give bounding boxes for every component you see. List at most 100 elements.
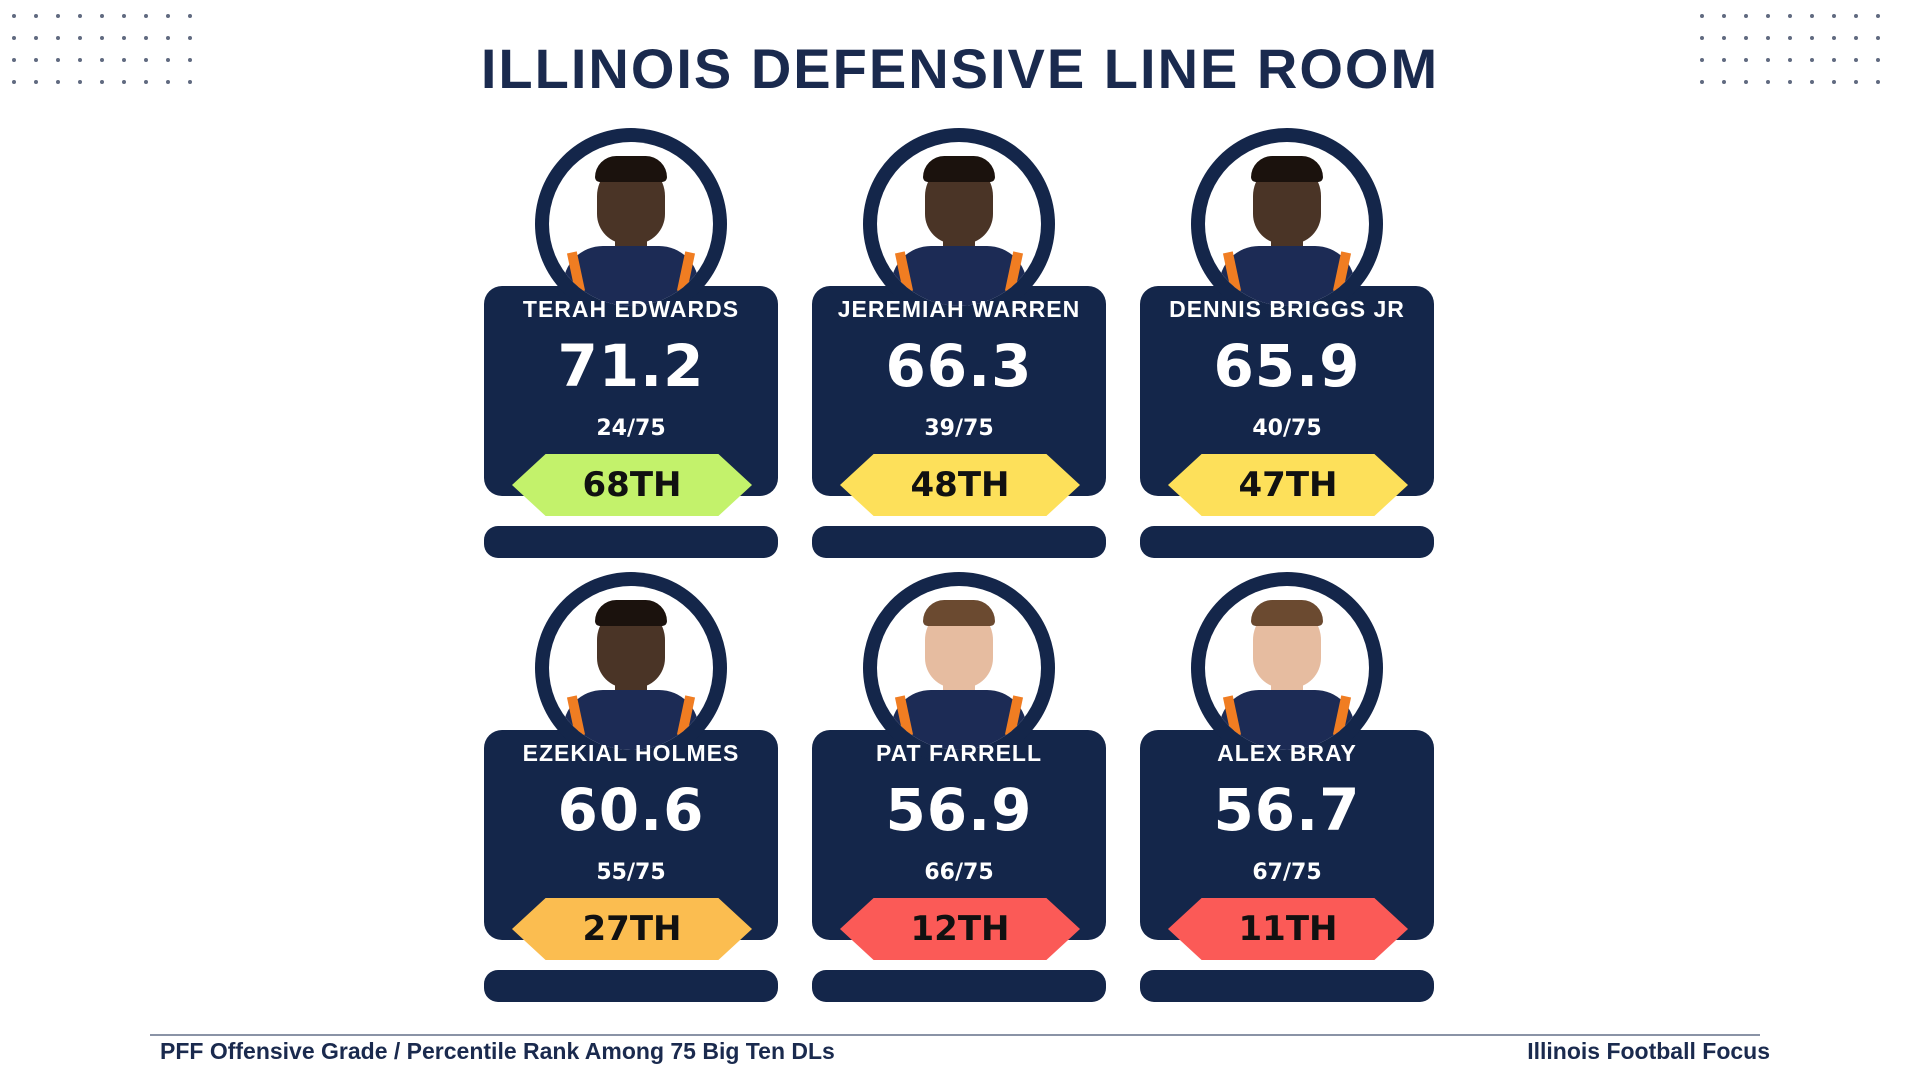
- percentile-badge: 48TH: [840, 454, 1080, 516]
- dot: [56, 80, 60, 84]
- dot: [12, 80, 16, 84]
- jersey-shape: [1219, 690, 1355, 750]
- player-photo-frame: [863, 128, 1055, 320]
- dot: [100, 36, 104, 40]
- dot: [1854, 80, 1858, 84]
- dot: [188, 58, 192, 62]
- dot: [1810, 36, 1814, 40]
- player-photo: [549, 586, 713, 750]
- jersey-shape: [891, 690, 1027, 750]
- dot: [166, 14, 170, 18]
- card-footer-bar: [812, 526, 1106, 558]
- player-photo: [1205, 586, 1369, 750]
- shoulder-stripe: [1332, 695, 1352, 737]
- dot: [1810, 58, 1814, 62]
- player-card: JEREMIAH WARREN 66.3 39/75 48TH: [812, 128, 1106, 558]
- shoulder-stripe: [566, 695, 586, 737]
- dot: [122, 36, 126, 40]
- dot: [1766, 36, 1770, 40]
- percentile-badge: 27TH: [512, 898, 752, 960]
- player-photo-frame: [1191, 128, 1383, 320]
- jersey-shape: [563, 246, 699, 306]
- player-name: JEREMIAH WARREN: [837, 296, 1081, 322]
- dot: [1854, 58, 1858, 62]
- player-rank: 66/75: [924, 860, 994, 885]
- dot: [1832, 58, 1836, 62]
- player-photo: [1205, 142, 1369, 306]
- player-grade: 56.9: [885, 776, 1033, 844]
- player-card: DENNIS BRIGGS JR 65.9 40/75 47TH: [1140, 128, 1434, 558]
- player-photo-frame: [1191, 572, 1383, 764]
- player-card: ALEX BRAY 56.7 67/75 11TH: [1140, 572, 1434, 1002]
- percentile-badge: 47TH: [1168, 454, 1408, 516]
- shoulder-stripe: [894, 695, 914, 737]
- footer-divider: [150, 1034, 1760, 1036]
- player-card: TERAH EDWARDS 71.2 24/75 68TH: [484, 128, 778, 558]
- dot: [12, 14, 16, 18]
- player-grade: 66.3: [885, 332, 1033, 400]
- player-name: PAT FARRELL: [875, 740, 1043, 766]
- dot: [1788, 80, 1792, 84]
- dot: [1854, 14, 1858, 18]
- hair-shape: [923, 156, 995, 182]
- player-rank: 39/75: [924, 416, 994, 441]
- dot: [78, 80, 82, 84]
- dot: [56, 58, 60, 62]
- shoulder-stripe: [676, 251, 696, 293]
- player-grade: 60.6: [557, 776, 705, 844]
- shoulder-stripe: [676, 695, 696, 737]
- dot: [1788, 14, 1792, 18]
- player-photo-frame: [535, 572, 727, 764]
- dot: [1700, 14, 1704, 18]
- jersey-shape: [891, 246, 1027, 306]
- dot: [1700, 36, 1704, 40]
- dot: [188, 80, 192, 84]
- dot: [12, 58, 16, 62]
- dot: [144, 58, 148, 62]
- dot: [1744, 58, 1748, 62]
- footer-caption: PFF Offensive Grade / Percentile Rank Am…: [160, 1038, 835, 1064]
- dot: [1766, 80, 1770, 84]
- shoulder-stripe: [1004, 251, 1024, 293]
- hair-shape: [1251, 156, 1323, 182]
- card-footer-bar: [484, 970, 778, 1002]
- player-rank: 24/75: [596, 416, 666, 441]
- dot: [1700, 80, 1704, 84]
- dot: [188, 14, 192, 18]
- card-footer-bar: [484, 526, 778, 558]
- dot: [1722, 36, 1726, 40]
- dot: [1810, 80, 1814, 84]
- shoulder-stripe: [566, 251, 586, 293]
- dot: [56, 36, 60, 40]
- player-photo: [877, 142, 1041, 306]
- dot: [1854, 36, 1858, 40]
- player-grade: 71.2: [557, 332, 705, 400]
- dot: [34, 58, 38, 62]
- hair-shape: [923, 600, 995, 626]
- percentile-badge: 68TH: [512, 454, 752, 516]
- dot: [78, 14, 82, 18]
- dot: [100, 58, 104, 62]
- dot: [122, 58, 126, 62]
- dot: [1722, 80, 1726, 84]
- dot: [78, 58, 82, 62]
- dot: [122, 14, 126, 18]
- player-photo: [877, 586, 1041, 750]
- player-name: ALEX BRAY: [1217, 740, 1357, 766]
- dot: [1832, 14, 1836, 18]
- player-rank: 55/75: [596, 860, 666, 885]
- dot: [56, 14, 60, 18]
- dot: [1766, 14, 1770, 18]
- shoulder-stripe: [1222, 695, 1242, 737]
- jersey-shape: [563, 690, 699, 750]
- player-card: PAT FARRELL 56.9 66/75 12TH: [812, 572, 1106, 1002]
- dot: [144, 36, 148, 40]
- player-rank: 67/75: [1252, 860, 1322, 885]
- dot: [144, 80, 148, 84]
- dot: [1876, 36, 1880, 40]
- shoulder-stripe: [1004, 695, 1024, 737]
- player-name: EZEKIAL HOLMES: [522, 740, 740, 766]
- dot: [1744, 80, 1748, 84]
- dot: [1788, 58, 1792, 62]
- dot: [34, 80, 38, 84]
